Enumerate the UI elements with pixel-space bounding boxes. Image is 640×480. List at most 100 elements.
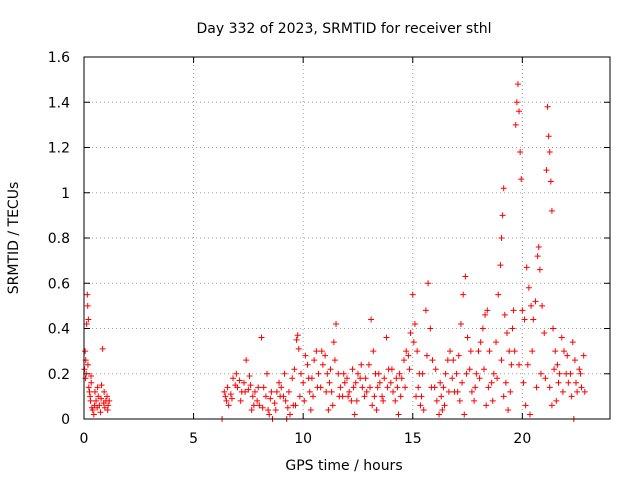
data-point [511, 348, 518, 355]
data-point [371, 393, 378, 400]
data-point [402, 384, 409, 391]
grid-lines [84, 57, 610, 419]
data-point [437, 379, 444, 386]
data-point [411, 320, 418, 327]
data-point [359, 384, 366, 391]
data-point [262, 393, 269, 400]
data-point [398, 375, 405, 382]
data-point [98, 382, 105, 389]
data-point [532, 298, 539, 305]
data-point [400, 357, 407, 364]
data-point [293, 336, 300, 343]
data-point [464, 334, 471, 341]
data-point [403, 348, 410, 355]
data-point [453, 370, 460, 377]
data-point [567, 370, 574, 377]
data-point [84, 361, 91, 368]
data-point [477, 339, 484, 346]
data-point [97, 409, 104, 416]
data-point [362, 375, 369, 382]
data-point [331, 357, 338, 364]
data-point [88, 373, 95, 380]
data-point [324, 370, 331, 377]
data-point [245, 386, 252, 393]
data-point [500, 393, 507, 400]
y-tick-label: 1 [61, 186, 70, 202]
data-point [536, 266, 543, 273]
data-point [301, 397, 308, 404]
data-point [221, 388, 228, 395]
data-point [278, 384, 285, 391]
data-point [506, 348, 513, 355]
data-point [522, 402, 529, 409]
y-tick-label: 1.4 [48, 95, 70, 111]
data-point [554, 361, 561, 368]
data-point [569, 339, 576, 346]
data-point [361, 393, 368, 400]
data-point [559, 388, 566, 395]
data-point [368, 316, 375, 323]
data-point [341, 379, 348, 386]
data-point [85, 384, 92, 391]
data-point [90, 411, 97, 418]
data-point [358, 361, 365, 368]
data-point [370, 348, 377, 355]
data-point [455, 352, 462, 359]
data-point [450, 357, 457, 364]
data-point [380, 397, 387, 404]
data-point [390, 388, 397, 395]
data-point [300, 379, 307, 386]
data-point [560, 348, 567, 355]
data-point [433, 397, 440, 404]
data-point [311, 357, 318, 364]
data-point [384, 384, 391, 391]
data-point [88, 379, 95, 386]
data-point [104, 393, 111, 400]
data-point [329, 402, 336, 409]
data-point [482, 311, 489, 318]
data-point [394, 384, 401, 391]
data-point [449, 375, 456, 382]
data-point [476, 375, 483, 382]
data-point [571, 357, 578, 364]
data-point [533, 384, 540, 391]
data-point [480, 366, 487, 373]
data-point [388, 366, 395, 373]
data-point [228, 395, 235, 402]
data-point [101, 388, 108, 395]
data-point [349, 366, 356, 373]
data-point [530, 316, 537, 323]
chart-title: Day 332 of 2023, SRMTID for receiver sth… [197, 21, 492, 37]
data-point [318, 348, 325, 355]
data-point [519, 307, 526, 314]
data-point [405, 352, 412, 359]
data-point [250, 402, 257, 409]
data-point [365, 361, 372, 368]
data-point [468, 388, 475, 395]
data-point [553, 397, 560, 404]
data-point [423, 352, 430, 359]
data-point [418, 393, 425, 400]
data-point [472, 384, 479, 391]
data-point [285, 388, 292, 395]
data-point [383, 334, 390, 341]
data-point [346, 388, 353, 395]
data-point [516, 361, 523, 368]
data-point [287, 411, 294, 418]
data-point [393, 375, 400, 382]
data-point [489, 397, 496, 404]
data-point [259, 404, 266, 411]
data-point [223, 397, 230, 404]
data-point [292, 402, 299, 409]
data-point [546, 149, 553, 156]
plot-frame [83, 56, 611, 420]
data-point [367, 384, 374, 391]
data-point [296, 393, 303, 400]
data-point [315, 370, 322, 377]
data-point [255, 384, 262, 391]
data-point [502, 379, 509, 386]
data-point [305, 375, 312, 382]
data-point [410, 339, 417, 346]
data-point [249, 393, 256, 400]
data-point [99, 345, 106, 352]
